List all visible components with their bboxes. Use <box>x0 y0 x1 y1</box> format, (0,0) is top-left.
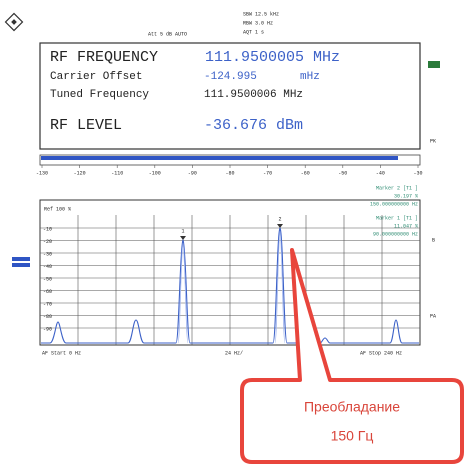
pa: PA <box>430 313 436 319</box>
tuned-frequency-value: 111.9500006 MHz <box>204 89 303 101</box>
ref: Ref 100 % <box>44 206 71 212</box>
side-tag <box>12 263 30 267</box>
indicator <box>428 61 440 68</box>
b: B <box>432 237 435 243</box>
af-start: AF Start 0 Hz <box>42 350 81 356</box>
carrier-offset-value: -124.995 <box>204 71 257 83</box>
rf-frequency-label: RF FREQUENCY <box>50 49 158 66</box>
per-div: 24 Hz/ <box>225 350 243 356</box>
marker1-line: 90.000000000 Hz <box>373 231 418 237</box>
marker-2-symbol <box>277 224 283 228</box>
marker1-line: Marker 1 [T1 ] <box>376 215 418 221</box>
scale-label: -50 <box>338 170 347 176</box>
marker-2-id: 2 <box>278 216 281 222</box>
pk: PK <box>430 138 436 144</box>
y-label: -40 <box>43 264 52 270</box>
marker2-line: 150.000000000 Hz <box>370 201 418 207</box>
y-label: -80 <box>43 314 52 320</box>
marker-1-symbol <box>180 236 186 240</box>
y-label: -90 <box>43 326 52 332</box>
logo <box>4 12 24 32</box>
sbw: SBW 12.5 kHz <box>243 11 279 17</box>
rbw: RBW 3.0 Hz <box>243 20 273 26</box>
scale-label: -70 <box>263 170 272 176</box>
marker2-line: Marker 2 [T1 ] <box>376 185 418 191</box>
rf-level-value: -36.676 dBm <box>204 117 303 134</box>
scale-label: -100 <box>149 170 161 176</box>
level-bar <box>41 156 398 160</box>
side-tag <box>12 257 30 261</box>
marker2-line: 30.197 % <box>394 193 418 199</box>
trace <box>41 227 419 344</box>
att: Att 5 dB AUTO <box>148 31 187 37</box>
rf-level-label: RF LEVEL <box>50 117 122 134</box>
callout-line1: Преобладание <box>304 399 400 415</box>
rf-frequency-value: 111.9500005 MHz <box>205 49 340 66</box>
scale-label: -120 <box>74 170 86 176</box>
marker1-line: 11.047 % <box>394 223 418 229</box>
carrier-offset-unit: mHz <box>300 71 320 83</box>
y-label: -10 <box>43 226 52 232</box>
y-label: -70 <box>43 301 52 307</box>
marker-1-id: 1 <box>181 228 184 234</box>
aqt: AQT 1 s <box>243 29 264 35</box>
y-label: -60 <box>43 289 52 295</box>
scale-label: -30 <box>413 170 422 176</box>
callout <box>240 248 464 464</box>
y-label: -20 <box>43 239 52 245</box>
scale-label: -90 <box>188 170 197 176</box>
af-stop: AF Stop 240 Hz <box>360 350 402 356</box>
callout-line2: 150 Гц <box>331 428 374 444</box>
tuned-frequency-label: Tuned Frequency <box>50 89 149 101</box>
readout-box <box>39 42 421 150</box>
scale-label: -130 <box>36 170 48 176</box>
scale-label: -60 <box>301 170 310 176</box>
scale-label: -110 <box>111 170 123 176</box>
y-label: -50 <box>43 276 52 282</box>
scale-label: -80 <box>225 170 234 176</box>
y-label: -30 <box>43 251 52 257</box>
trace-edge <box>177 231 286 344</box>
carrier-offset-label: Carrier Offset <box>50 71 142 83</box>
scale-label: -40 <box>376 170 385 176</box>
